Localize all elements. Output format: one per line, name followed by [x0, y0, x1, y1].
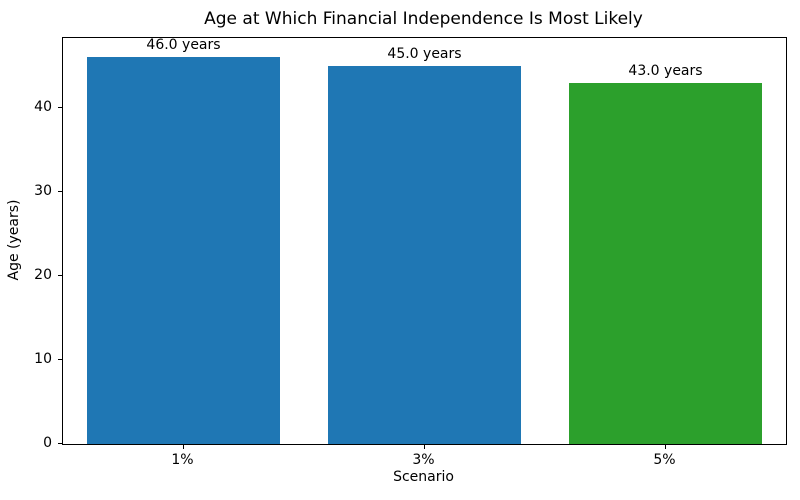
y-tick-label: 10 [34, 350, 52, 367]
bar-1% [87, 57, 280, 444]
y-tick-label: 20 [34, 266, 52, 283]
y-tick-mark [58, 443, 62, 444]
bar-value-label: 45.0 years [387, 45, 462, 62]
x-tick-label: 3% [412, 452, 435, 468]
bar-5% [569, 82, 762, 444]
y-tick-mark [58, 190, 62, 192]
x-tick-mark [423, 445, 425, 449]
chart-title: Age at Which Financial Independence Is M… [204, 9, 643, 29]
bar-value-label: 43.0 years [628, 62, 703, 79]
bar-value-label: 46.0 years [146, 37, 221, 54]
y-tick-label: 0 [43, 435, 52, 451]
x-tick-mark [664, 445, 666, 449]
bar-3% [328, 65, 521, 444]
plot-area: 46.0 years 45.0 years 43.0 years [62, 37, 787, 445]
x-tick-label: 1% [171, 452, 194, 468]
y-tick-label: 40 [34, 98, 52, 115]
y-tick-mark [58, 274, 62, 276]
y-tick-mark [58, 358, 62, 360]
y-tick-mark [58, 106, 62, 108]
x-axis-label: Scenario [393, 469, 454, 485]
x-tick-label: 5% [653, 452, 676, 468]
y-tick-label: 30 [34, 182, 52, 199]
x-tick-mark [182, 445, 184, 449]
